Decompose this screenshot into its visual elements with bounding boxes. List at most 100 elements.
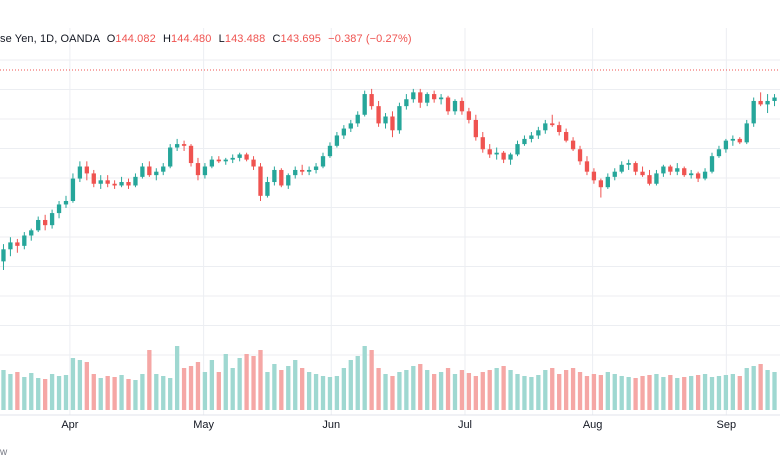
volume-bar: [612, 374, 617, 410]
volume-bar: [418, 364, 423, 410]
candle-body: [251, 159, 256, 167]
volume-bar: [42, 379, 48, 410]
time-axis: Apr May Jun Jul Aug Sep: [61, 419, 736, 431]
volume-bar: [529, 377, 534, 410]
volume-bar: [661, 377, 666, 410]
volume-bar: [473, 376, 478, 410]
volume-bar: [438, 372, 444, 410]
volume-bar: [390, 376, 395, 410]
candle-body: [209, 159, 215, 167]
candle-body: [459, 100, 465, 112]
candle-body: [77, 166, 83, 179]
volume-bar: [397, 372, 402, 410]
month-label: Aug: [583, 419, 603, 431]
candle-body: [306, 169, 312, 172]
volume-bar: [91, 374, 96, 410]
candle-body: [661, 166, 666, 174]
candle-body: [431, 94, 437, 100]
volume-bar: [223, 354, 228, 410]
candle-body: [286, 175, 291, 186]
candle-body: [383, 116, 388, 124]
volume-bar: [174, 346, 180, 410]
candle-body: [487, 149, 492, 155]
candle-body: [327, 145, 333, 157]
volume-bar: [8, 374, 13, 410]
candle-body: [174, 144, 180, 148]
candle-body: [320, 156, 326, 167]
candle-body: [536, 130, 541, 136]
volume-bar: [348, 360, 353, 410]
candle-body: [300, 169, 305, 172]
candle-body: [223, 159, 228, 162]
volume-bar: [126, 379, 131, 410]
candle-body: [279, 169, 284, 186]
candle-body: [626, 163, 631, 165]
volume-bar: [445, 368, 451, 410]
volume-bar: [563, 370, 569, 410]
candle-body: [126, 182, 131, 186]
candle-body: [168, 147, 173, 167]
volume-bar: [584, 376, 590, 410]
candle-body: [480, 137, 485, 150]
candle-body: [612, 171, 617, 177]
candle-body: [605, 176, 610, 188]
candle-body: [425, 94, 430, 103]
volume-bar: [237, 358, 242, 410]
candle-body: [29, 230, 34, 236]
candle-body: [390, 116, 395, 131]
volume-bar: [181, 368, 187, 410]
candle-body: [619, 164, 624, 172]
volume-bar: [570, 368, 576, 410]
volume-bar: [293, 360, 298, 410]
volume-bar: [598, 375, 604, 410]
volume-bar: [411, 366, 416, 410]
candle-body: [154, 171, 159, 176]
candle-body: [258, 166, 263, 196]
volume-bar: [168, 378, 173, 410]
candle-body: [334, 135, 340, 146]
candle-body: [140, 166, 145, 177]
candle-body: [418, 92, 423, 103]
candle-body: [42, 219, 48, 226]
candle-body: [702, 171, 708, 179]
candle-body: [473, 119, 478, 138]
volume-bar: [626, 377, 631, 410]
candle-body: [188, 145, 194, 164]
volume-bar: [119, 375, 124, 410]
volume-bar: [202, 372, 208, 410]
candle-body: [216, 159, 221, 162]
volume-bar: [633, 378, 638, 410]
high-label: H: [162, 33, 172, 45]
volume-bar: [98, 378, 103, 410]
volume-bar: [557, 374, 562, 410]
volume-bar: [376, 368, 381, 410]
volume-bar: [723, 375, 729, 410]
volume-bar: [341, 368, 347, 410]
candle-body: [765, 100, 770, 105]
candle-body: [557, 125, 562, 133]
volume-bar: [300, 368, 305, 410]
volume-bar: [758, 364, 763, 410]
volume-bar: [272, 364, 277, 410]
volume-bar: [522, 376, 527, 410]
volume-bar: [383, 374, 388, 410]
volume-bar: [49, 374, 55, 410]
volume-bar: [154, 374, 159, 410]
volume-bar: [133, 380, 138, 410]
volume-bar: [63, 375, 69, 410]
volume-bar: [251, 356, 256, 410]
candle-body: [682, 168, 687, 176]
candle-body: [147, 166, 152, 176]
volume-bar: [216, 372, 221, 410]
candle-body: [56, 204, 62, 214]
volume-bar: [265, 372, 270, 410]
candle-body: [591, 171, 597, 181]
month-label: May: [193, 419, 214, 431]
candle-body: [515, 144, 520, 155]
candle-body: [550, 123, 555, 126]
volume-bar: [744, 368, 749, 410]
volume-bar: [362, 346, 367, 410]
footer-fragment: w: [0, 447, 8, 458]
month-label: Apr: [61, 419, 78, 431]
